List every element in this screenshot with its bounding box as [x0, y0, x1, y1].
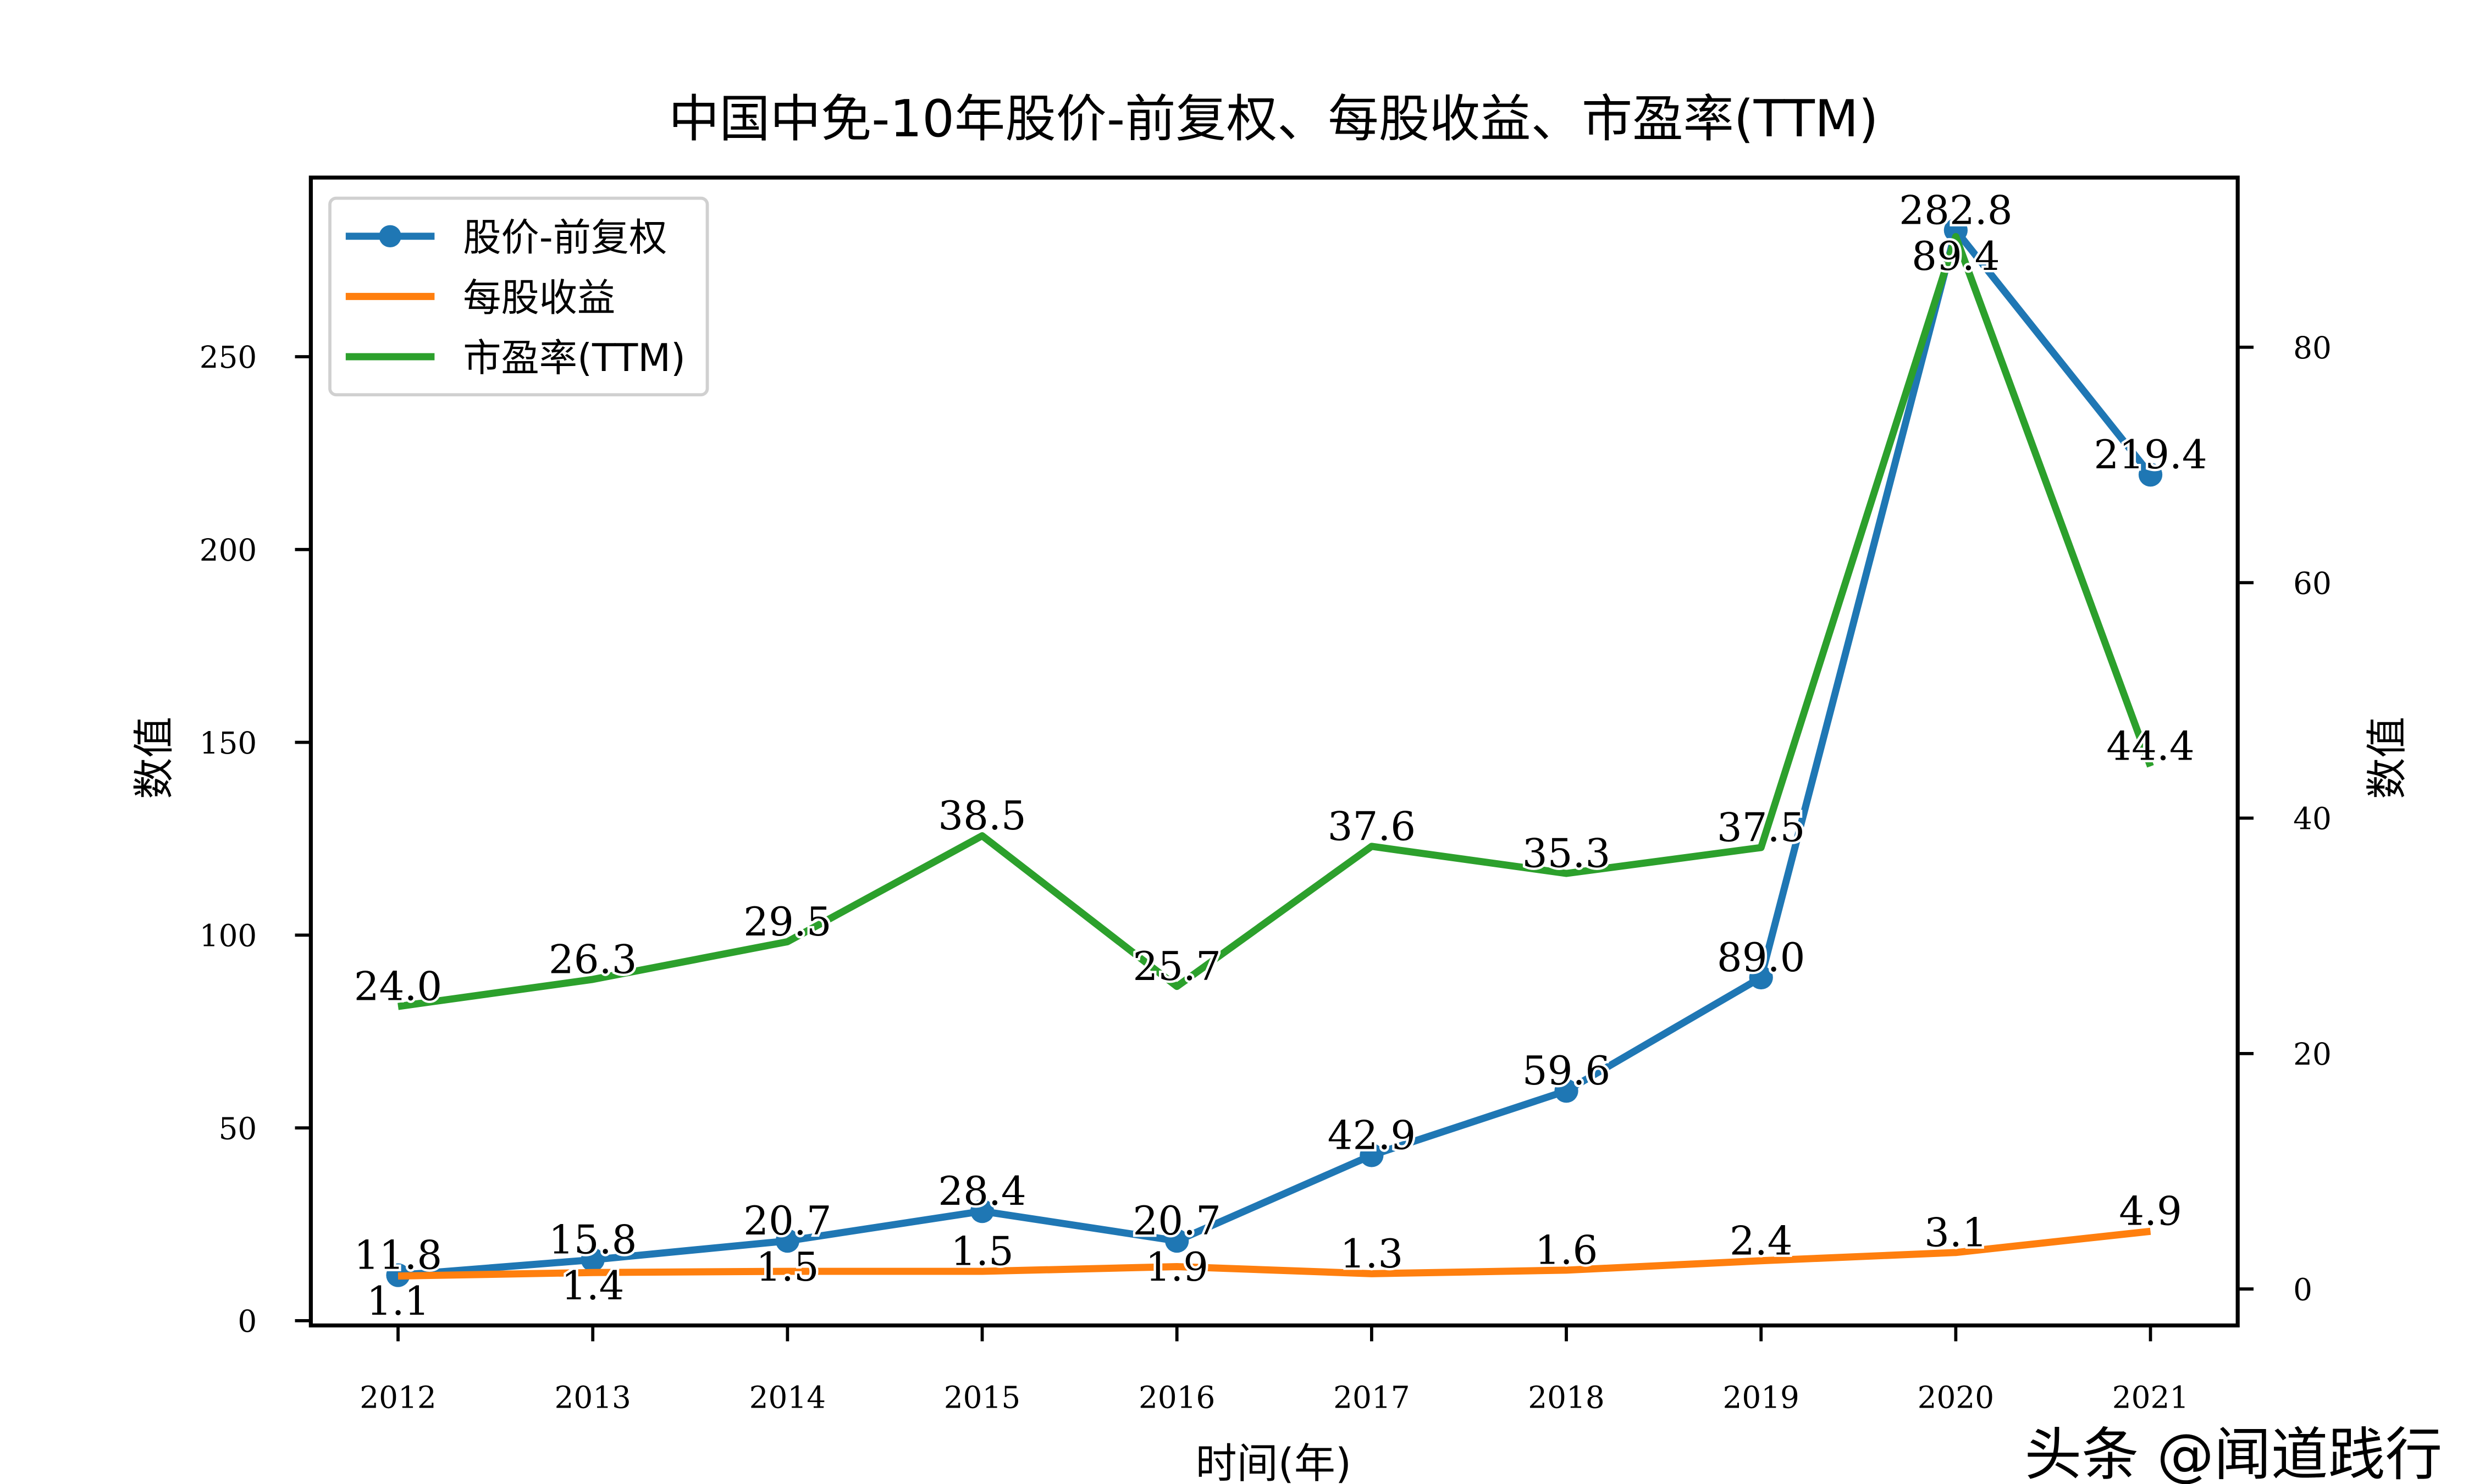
data-label: 2.4 — [1730, 1218, 1793, 1264]
data-label: 1.5 — [756, 1244, 819, 1291]
x-tick-label: 2021 — [2112, 1380, 2189, 1415]
data-label: 4.9 — [2119, 1189, 2182, 1235]
data-label: 1.4 — [561, 1263, 625, 1309]
y-tick-label-left: 50 — [219, 1111, 257, 1146]
data-point — [1943, 218, 1968, 242]
y-axis-label-right: 数值 — [2362, 717, 2411, 799]
data-point — [1165, 1229, 1189, 1253]
chart-title: 中国中免-10年股价-前复权、每股收益、市盈率(TTM) — [669, 89, 1878, 148]
data-label: 35.3 — [1522, 831, 1611, 877]
y-tick-label-right: 20 — [2293, 1037, 2332, 1072]
data-label: 20.7 — [1133, 1198, 1221, 1244]
data-label: 1.5 — [951, 1229, 1014, 1275]
x-tick-label: 2016 — [1139, 1380, 1215, 1415]
x-tick-label: 2014 — [749, 1380, 826, 1415]
x-tick-label: 2017 — [1333, 1380, 1410, 1415]
data-point — [1566, 1270, 1567, 1271]
y-tick-label-right: 80 — [2293, 330, 2332, 366]
data-label: 24.0 — [354, 964, 443, 1010]
data-label: 282.8 — [1899, 187, 2012, 234]
y-tick-label-left: 150 — [200, 726, 257, 761]
series-line-2 — [397, 232, 2154, 1010]
data-label: 1.6 — [1535, 1227, 1598, 1273]
data-point — [1554, 1079, 1578, 1103]
data-label: 15.8 — [549, 1217, 637, 1264]
y-tick-label-right: 0 — [2293, 1272, 2312, 1307]
data-label: 44.4 — [2106, 724, 2195, 770]
data-point — [1566, 873, 1567, 874]
y-axis-label-left: 数值 — [130, 717, 178, 799]
y-tick-label-right: 60 — [2293, 566, 2332, 601]
x-tick-label: 2020 — [1918, 1380, 1994, 1415]
data-label: 1.9 — [1145, 1244, 1208, 1291]
y-tick-label-left: 250 — [200, 340, 257, 375]
data-point — [2150, 1231, 2151, 1232]
legend-label: 市盈率(TTM) — [463, 336, 686, 380]
data-point — [2138, 463, 2163, 487]
y-tick-label-right: 40 — [2293, 801, 2332, 837]
watermark: 头条 @闻道践行 — [2024, 1422, 2442, 1484]
data-label: 37.6 — [1328, 804, 1416, 850]
y-tick-label-left: 100 — [200, 918, 257, 954]
x-tick-label: 2015 — [944, 1380, 1020, 1415]
data-label: 89.0 — [1717, 935, 1805, 981]
data-label: 89.4 — [1912, 234, 2000, 280]
data-label: 59.6 — [1522, 1048, 1611, 1094]
data-label: 28.4 — [938, 1169, 1026, 1215]
x-tick-label: 2013 — [554, 1380, 631, 1415]
data-point — [581, 1248, 605, 1272]
data-label: 20.7 — [743, 1198, 832, 1244]
data-point — [2150, 766, 2151, 767]
legend-label: 每股收益 — [463, 276, 615, 320]
data-label: 3.1 — [1924, 1210, 1987, 1256]
legend-box — [328, 196, 709, 397]
data-label: 26.3 — [549, 937, 637, 983]
y-tick-label-left: 200 — [200, 533, 257, 568]
data-point — [775, 1229, 800, 1253]
data-label: 42.9 — [1328, 1112, 1416, 1159]
data-label: 29.5 — [743, 899, 832, 945]
x-tick-label: 2012 — [360, 1380, 436, 1415]
x-axis-label: 时间(年) — [1196, 1439, 1352, 1484]
data-label: 219.4 — [2094, 432, 2207, 478]
data-point — [970, 1199, 995, 1223]
data-label: 1.3 — [1340, 1231, 1404, 1277]
legend-label: 股价-前复权 — [463, 216, 667, 260]
plot-frame — [308, 175, 2240, 1328]
data-label: 37.5 — [1717, 805, 1805, 851]
legend-marker — [379, 225, 401, 247]
data-label: 1.1 — [367, 1278, 430, 1325]
data-point — [787, 1271, 788, 1272]
series-line-1 — [397, 1227, 2151, 1280]
data-point — [1360, 1143, 1384, 1167]
y-tick-label-left: 0 — [238, 1304, 257, 1339]
data-label: 25.7 — [1133, 944, 1221, 990]
series-line-0 — [397, 226, 2153, 1279]
data-point — [1749, 965, 1773, 990]
x-tick-label: 2018 — [1528, 1380, 1604, 1415]
data-point — [397, 1006, 399, 1007]
data-label: 38.5 — [938, 793, 1026, 839]
x-tick-label: 2019 — [1722, 1380, 1799, 1415]
data-label: 11.8 — [354, 1233, 443, 1279]
